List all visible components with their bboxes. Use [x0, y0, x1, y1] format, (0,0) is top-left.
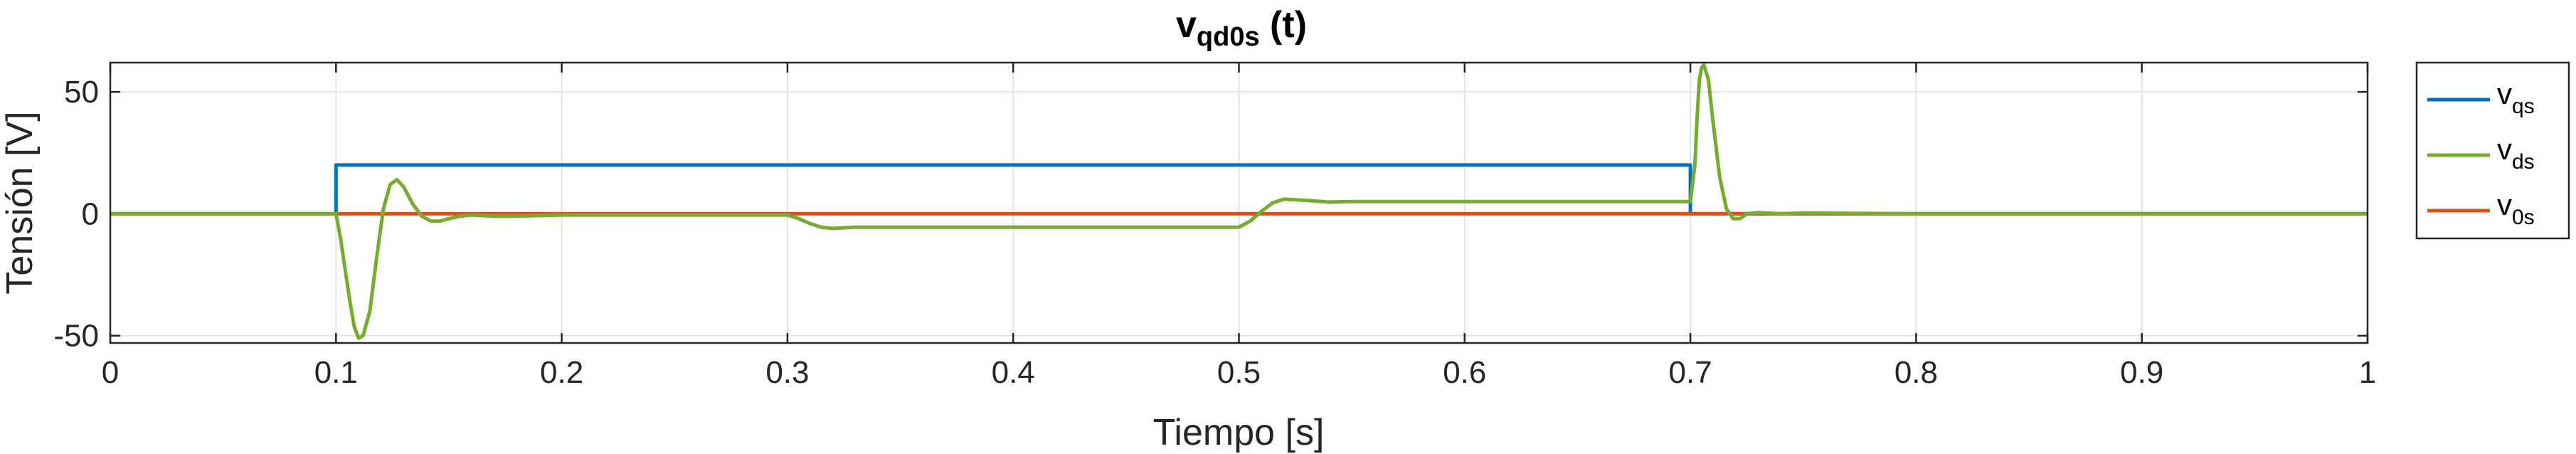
- chart-title-subscript: qd0s: [1197, 22, 1260, 52]
- y-tick-label: -50: [53, 319, 99, 354]
- x-tick-label: 0.9: [2120, 355, 2163, 390]
- chart-title: vqd0s (t): [1176, 4, 1307, 52]
- y-tick-label: 50: [64, 75, 99, 110]
- chart-title-main: v: [1176, 4, 1197, 46]
- chart-title-suffix: (t): [1260, 4, 1307, 46]
- x-tick-label: 0.6: [1443, 355, 1486, 390]
- x-tick-label: 0.2: [540, 355, 583, 390]
- y-axis-label: Tensión [V]: [0, 111, 41, 294]
- legend-label-main: v: [2497, 188, 2512, 221]
- legend-label-subscript: 0s: [2512, 206, 2535, 229]
- x-tick-label: 0.5: [1217, 355, 1261, 390]
- series-lines: [110, 63, 2368, 340]
- x-tick-label: 0: [102, 355, 119, 390]
- legend-label-v0s: v0s: [2497, 188, 2535, 229]
- legend-label-subscript: ds: [2512, 150, 2535, 174]
- plot-frame: [109, 61, 2369, 344]
- legend-label-vds: vds: [2497, 132, 2535, 174]
- series-line-vds: [110, 63, 2368, 340]
- x-tick-label: 0.3: [765, 355, 809, 390]
- x-tick-label: 0.7: [1669, 355, 1712, 390]
- legend-label-main: v: [2497, 132, 2512, 166]
- x-tick-label: 0.8: [1894, 355, 1938, 390]
- x-tick-label: 1: [2359, 355, 2376, 390]
- x-tick-label: 0.4: [992, 355, 1035, 390]
- legend-label-vqs: vqs: [2497, 77, 2535, 118]
- x-axis-label: Tiempo [s]: [1153, 412, 1325, 453]
- y-tick-label: 0: [82, 196, 99, 231]
- legend-label-subscript: qs: [2512, 95, 2535, 118]
- legend-label-main: v: [2497, 77, 2512, 110]
- x-tick-label: 0.1: [314, 355, 358, 390]
